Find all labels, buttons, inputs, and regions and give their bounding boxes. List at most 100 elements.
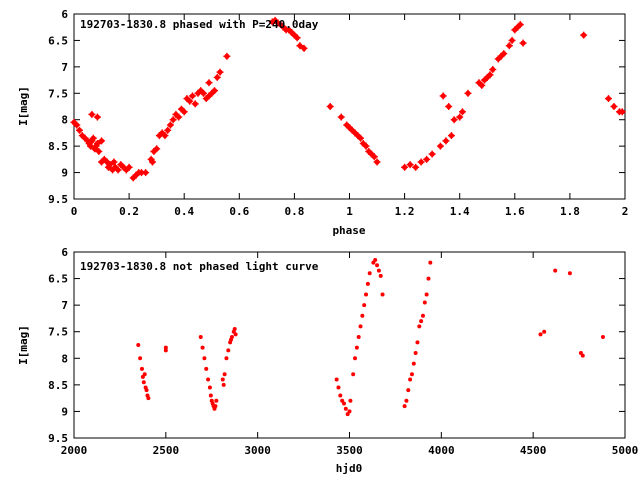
data-point	[380, 292, 385, 297]
chart-title: 192703-1830.8 not phased light curve	[80, 260, 319, 273]
x-tick-labels: 2000 2500 3000 3500 4000 4500 5000	[61, 444, 639, 457]
data-point	[139, 366, 144, 371]
data-point	[610, 103, 618, 110]
data-point	[233, 332, 238, 337]
data-point	[144, 388, 149, 393]
data-point	[404, 398, 409, 403]
data-point	[136, 343, 141, 347]
data-point	[505, 42, 513, 50]
data-point	[500, 50, 508, 58]
chart-title: 192703-1830.8 phased with P=240.0day	[80, 18, 319, 31]
data-point	[293, 34, 301, 42]
data-point	[220, 377, 225, 382]
data-point	[110, 158, 118, 166]
data-point	[199, 89, 207, 97]
data-point	[373, 257, 378, 262]
data-point	[406, 388, 411, 393]
data-point	[216, 68, 224, 76]
data-point	[362, 142, 370, 150]
data-point	[411, 361, 416, 366]
data-point	[442, 137, 450, 145]
data-point	[406, 161, 414, 169]
data-point	[202, 356, 207, 361]
data-point	[420, 313, 425, 318]
data-point	[378, 273, 383, 278]
axis-ticks	[73, 13, 626, 200]
data-point	[149, 158, 157, 166]
x-tick-label: 5000	[612, 444, 639, 457]
data-point	[538, 332, 543, 337]
data-point	[478, 81, 486, 89]
data-point	[334, 377, 339, 382]
data-point	[300, 44, 308, 52]
data-point	[142, 169, 150, 177]
data-point	[88, 110, 96, 118]
data-point	[370, 153, 378, 161]
data-point	[367, 271, 372, 276]
data-point	[95, 147, 103, 155]
data-point	[142, 372, 147, 377]
data-point	[161, 132, 169, 140]
data-point	[445, 103, 453, 110]
x-tick-label: 3000	[244, 444, 271, 457]
x-tick-label: 0.6	[229, 205, 249, 218]
data-point	[205, 79, 213, 87]
data-point	[180, 108, 188, 116]
data-point	[542, 329, 547, 334]
phased-light-curve-panel: 0 0.2 0.4 0.6 0.8 1 1.2 1.4 1.6 1.8 2 6 6.5 7 7.5 8 8.5…	[17, 8, 628, 237]
data-point	[348, 398, 353, 403]
data-point	[364, 292, 369, 297]
data-point	[204, 366, 209, 371]
data-point	[341, 401, 346, 406]
data-point	[376, 268, 381, 273]
data-point	[373, 158, 381, 166]
y-tick-label: 8	[61, 352, 68, 365]
data-points	[136, 257, 605, 417]
data-point	[356, 335, 361, 340]
data-point	[375, 263, 380, 268]
data-point	[600, 335, 605, 340]
x-tick-labels: 0 0.2 0.4 0.6 0.8 1 1.2 1.4 1.6 1.8 2	[71, 205, 629, 218]
data-point	[353, 356, 358, 361]
data-point	[223, 52, 231, 60]
x-axis-label: phase	[332, 224, 365, 237]
data-point	[618, 108, 626, 116]
axis-ticks	[73, 251, 626, 439]
data-point	[186, 97, 194, 105]
x-tick-label: 4500	[520, 444, 547, 457]
data-point	[464, 89, 472, 97]
data-point	[338, 393, 343, 398]
data-point	[580, 31, 588, 39]
data-point	[337, 113, 345, 121]
data-point	[413, 350, 418, 355]
y-tick-labels: 6 6.5 7 7.5 8 8.5 9 9.5	[48, 246, 68, 445]
data-point	[114, 166, 122, 174]
x-tick-label: 2500	[153, 444, 180, 457]
data-point	[412, 163, 420, 171]
data-point	[354, 345, 359, 350]
data-point	[347, 409, 352, 414]
x-tick-label: 0	[71, 205, 78, 218]
data-point	[508, 36, 516, 44]
y-tick-label: 9	[61, 167, 68, 180]
x-tick-label: 1	[346, 205, 353, 218]
data-point	[439, 92, 447, 100]
data-point	[224, 356, 229, 361]
unphased-light-curve-panel: 2000 2500 3000 3500 4000 4500 5000 6 6.5 7 7.5 8 8.…	[17, 246, 638, 475]
data-point	[98, 137, 106, 145]
x-tick-label: 1.8	[560, 205, 580, 218]
data-point	[229, 335, 234, 340]
data-point	[458, 108, 466, 116]
data-point	[567, 271, 572, 276]
data-point	[188, 92, 196, 100]
y-tick-label: 8.5	[48, 140, 68, 153]
data-point	[489, 66, 497, 73]
data-point	[93, 113, 101, 121]
x-tick-label: 1.2	[395, 205, 415, 218]
x-tick-label: 0.8	[284, 205, 304, 218]
x-tick-label: 2000	[61, 444, 88, 457]
data-point	[326, 103, 334, 110]
data-point	[424, 292, 429, 297]
y-axis-label: I[mag]	[17, 325, 30, 365]
